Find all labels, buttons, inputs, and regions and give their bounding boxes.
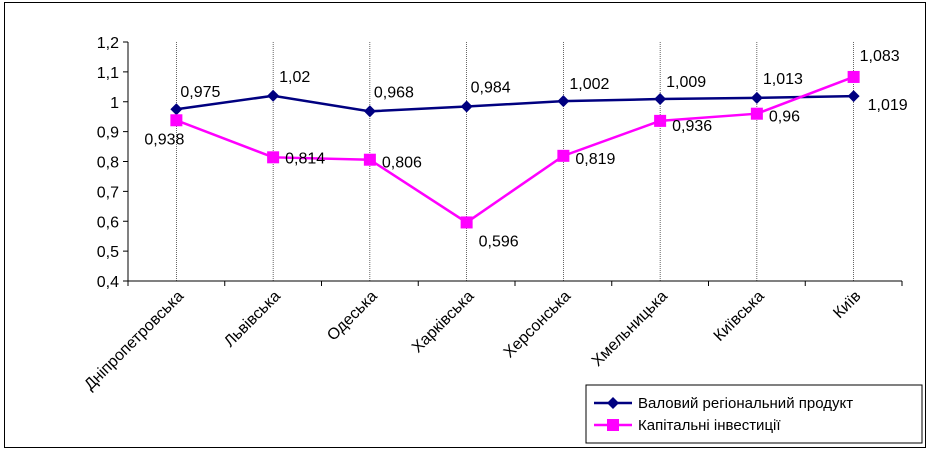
legend-box	[585, 384, 923, 444]
data-label-layer: 0,975 1,02 0,968 0,984 1,002 1,009 1,013 1,019 0…	[144, 48, 907, 250]
series-2-point	[847, 70, 860, 83]
x-tick-label: Київ	[830, 288, 864, 322]
x-tick-label: Хмельницька	[589, 288, 671, 370]
series-1-data-label: 1,019	[868, 97, 908, 114]
x-tick-label: Херсонська	[501, 288, 575, 362]
series-layer	[170, 70, 860, 229]
series-2-point	[170, 114, 183, 127]
x-tick-label: Одеська	[324, 288, 381, 345]
series-1-point	[654, 93, 667, 106]
legend: Валовий регіональний продукт Капітальні і…	[585, 384, 923, 444]
series-2-data-label: 0,936	[672, 118, 712, 135]
series-1-point	[557, 95, 570, 108]
x-tick-label: Харківська	[409, 288, 478, 357]
series-2-point	[363, 153, 376, 166]
y-tick-label: 0,7	[97, 184, 119, 201]
series-1-point	[460, 100, 473, 113]
series-1-data-label: 0,975	[180, 84, 220, 101]
y-tick-label: 0,6	[97, 214, 119, 231]
series-1-data-label: 1,002	[569, 76, 609, 93]
series-2-point	[654, 114, 667, 127]
legend-label: Валовий регіональний продукт	[638, 395, 853, 412]
y-tick-label: 1	[110, 95, 119, 112]
series-1-point	[750, 91, 763, 104]
series-1-point	[170, 103, 183, 116]
series-2-data-label: 0,814	[285, 150, 325, 167]
y-tick-label: 0,4	[97, 274, 119, 291]
series-2-data-label: 0,819	[575, 151, 615, 168]
series-1-point	[267, 89, 280, 102]
series-line-1	[176, 94, 854, 113]
series-1-data-label: 0,984	[471, 80, 511, 97]
series-1-point	[847, 90, 860, 103]
series-line-2	[175, 75, 855, 224]
series-1-data-label: 0,968	[374, 84, 414, 101]
y-tick-label: 1,1	[97, 65, 119, 82]
series-2-data-label: 0,596	[479, 233, 519, 250]
y-tick-label: 0,8	[97, 155, 119, 172]
series-2-data-label: 0,806	[382, 155, 422, 172]
legend-marker	[607, 419, 619, 431]
series-1-data-label: 1,009	[666, 74, 706, 91]
x-tick-label: Київська	[711, 288, 768, 345]
series-2-data-label: 0,938	[144, 131, 184, 148]
series-1-data-label: 1,013	[763, 71, 803, 88]
series-2-point	[460, 216, 473, 229]
series-2-data-label: 0,96	[769, 109, 800, 126]
y-tick-label: 1,2	[97, 35, 119, 52]
legend-label: Капітальні інвестиції	[638, 417, 781, 434]
y-tick-label: 0,9	[97, 125, 119, 142]
x-tick-label: Львівська	[221, 288, 284, 351]
series-1-data-label: 1,02	[279, 69, 310, 86]
x-tick-label: Дніпропетровська	[81, 288, 187, 394]
series-2-data-label: 1,083	[860, 48, 900, 65]
y-tick-label: 0,5	[97, 244, 119, 261]
series-2-point	[557, 149, 570, 162]
series-2-point	[750, 107, 763, 120]
legend-marker	[607, 397, 619, 409]
series-2-point	[267, 151, 280, 164]
series-1-point	[363, 105, 376, 118]
